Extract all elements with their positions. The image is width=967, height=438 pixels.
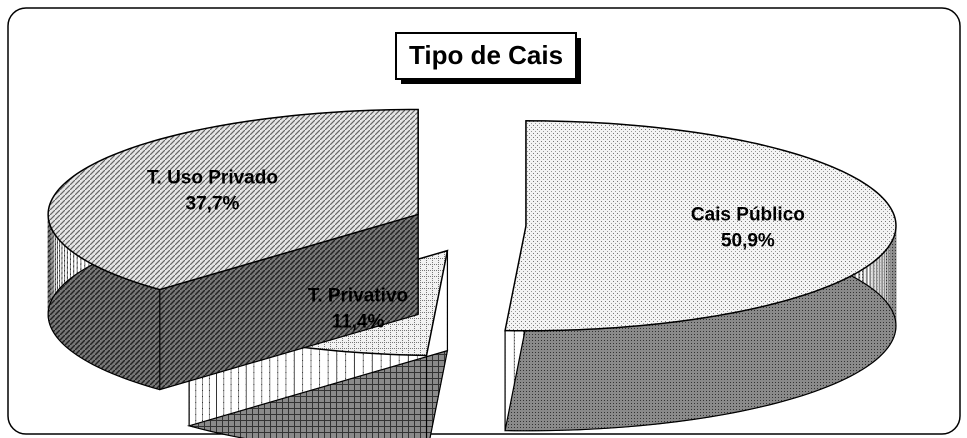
slice-edge — [186, 349, 449, 438]
value-label: 11,4% — [332, 311, 385, 332]
slice-label: T. Uso Privado — [147, 168, 278, 189]
slice — [47, 108, 419, 291]
value-label: 37,7% — [186, 194, 240, 215]
value-label: 50,9% — [721, 231, 775, 252]
slice — [504, 120, 897, 332]
slice-label: T. Privativo — [308, 285, 408, 306]
chart-title: Tipo de Cais — [409, 40, 563, 70]
slice-label: Cais Público — [691, 205, 805, 226]
title-box — [395, 32, 577, 80]
